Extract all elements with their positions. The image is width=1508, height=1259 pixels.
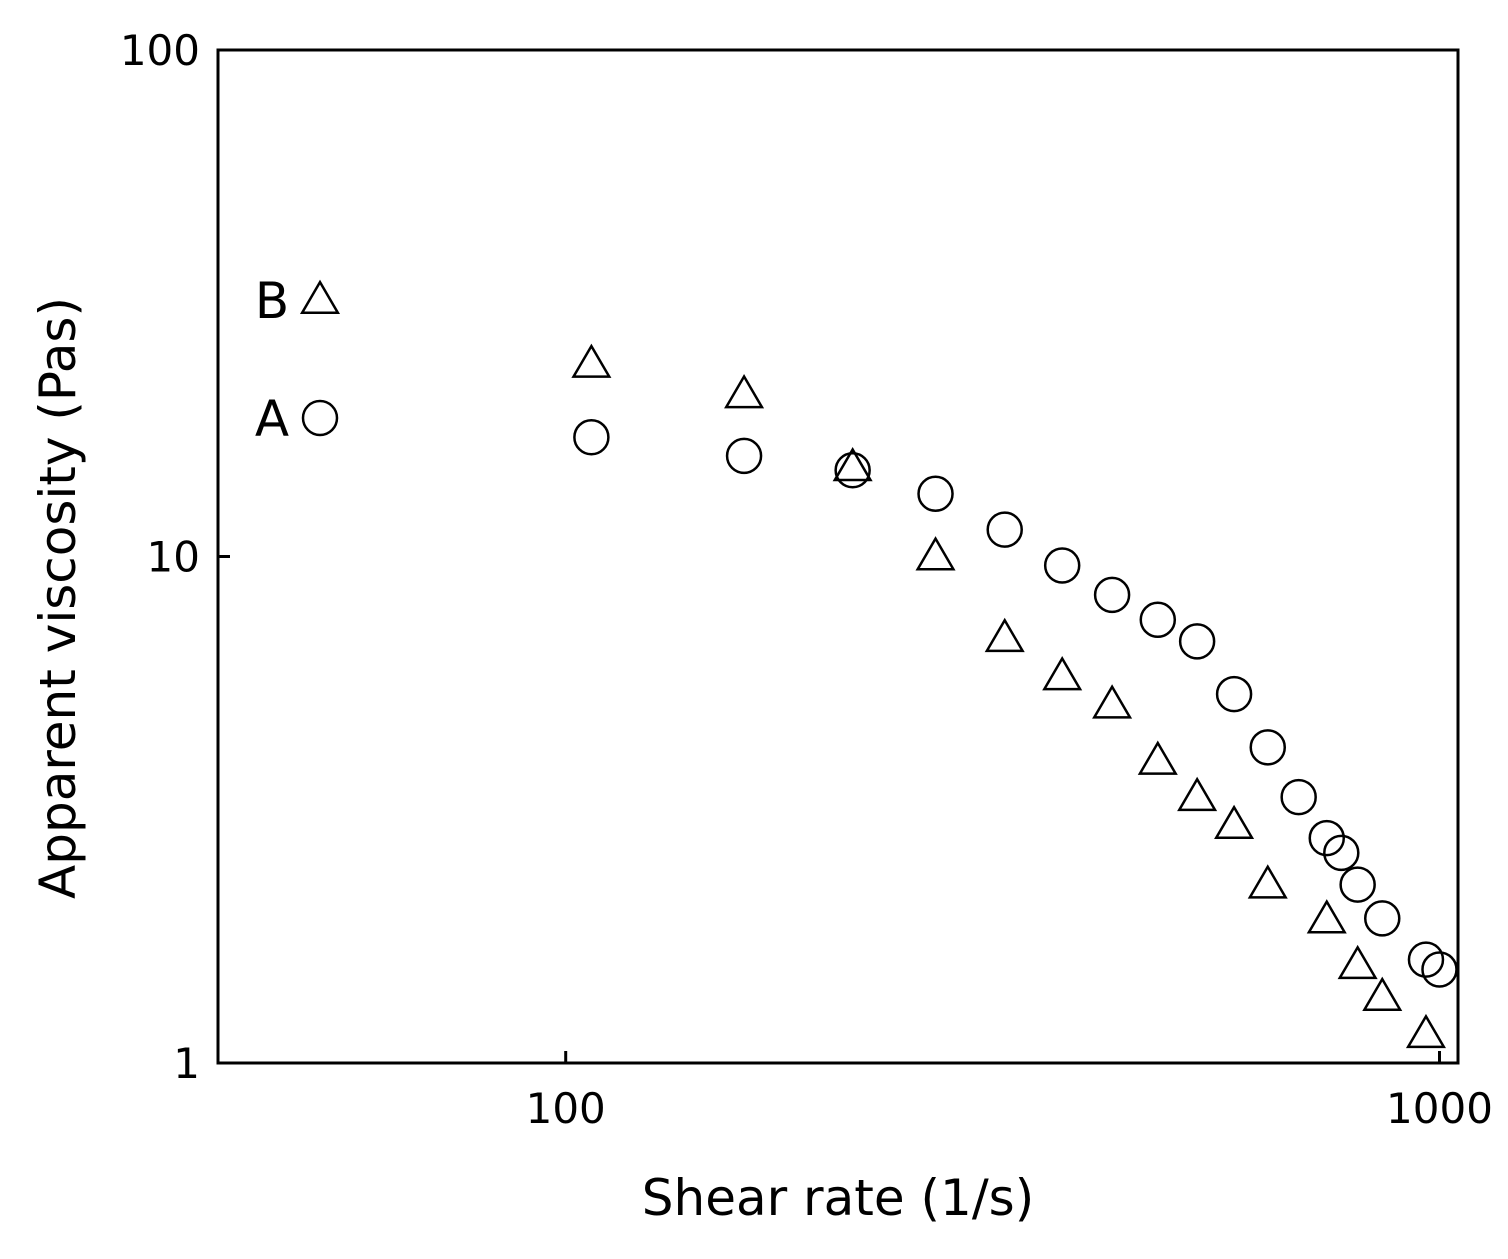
y-tick-label: 10 bbox=[147, 533, 200, 582]
data-point-b bbox=[724, 374, 765, 409]
data-point-b bbox=[1177, 776, 1218, 812]
data-point-a bbox=[1215, 675, 1253, 713]
legend: AB bbox=[255, 272, 341, 448]
data-point-a bbox=[1323, 834, 1360, 872]
data-point-a bbox=[986, 511, 1023, 548]
data-point-a bbox=[1280, 778, 1317, 816]
data-point-a bbox=[1407, 941, 1445, 978]
data-point-b bbox=[1092, 684, 1133, 719]
data-point-a bbox=[1178, 623, 1216, 660]
data-point-a bbox=[1308, 819, 1346, 857]
x-tick-label: 1000 bbox=[1386, 1084, 1493, 1133]
legend-label-b: B bbox=[255, 272, 289, 330]
x-tick-label: 100 bbox=[526, 1084, 606, 1133]
data-point-b bbox=[1137, 740, 1178, 775]
legend-marker-a bbox=[301, 399, 339, 437]
data-point-a bbox=[1043, 547, 1081, 584]
data-point-a bbox=[1364, 900, 1401, 937]
data-point-b bbox=[1362, 976, 1403, 1011]
data-point-a bbox=[725, 437, 763, 475]
y-tick-label: 100 bbox=[120, 26, 200, 75]
y-tick-label: 1 bbox=[173, 1039, 200, 1088]
data-point-a bbox=[1339, 866, 1376, 903]
data-point-b bbox=[1214, 804, 1255, 840]
data-point-b bbox=[571, 343, 612, 378]
data-markers bbox=[571, 343, 1458, 1049]
legend-marker-b bbox=[299, 279, 341, 314]
data-point-b bbox=[1306, 899, 1347, 934]
axis-ticks: 100 1000 1 10 100 bbox=[120, 26, 1493, 1133]
data-point-b bbox=[984, 617, 1025, 653]
data-point-a bbox=[917, 475, 954, 513]
data-point-a bbox=[1139, 601, 1177, 639]
data-point-a bbox=[1421, 951, 1458, 988]
data-point-b bbox=[832, 446, 873, 482]
data-point-b bbox=[1405, 1013, 1446, 1049]
y-axis-title: Apparent viscosity (Pas) bbox=[29, 297, 87, 899]
data-point-a bbox=[1249, 729, 1287, 766]
data-point-a bbox=[1093, 576, 1131, 614]
data-point-b bbox=[915, 536, 956, 571]
x-axis-title: Shear rate (1/s) bbox=[642, 1169, 1034, 1227]
data-point-a bbox=[573, 418, 610, 456]
plot-frame bbox=[216, 48, 1460, 1065]
data-point-a bbox=[834, 452, 871, 489]
legend-label-a: A bbox=[255, 390, 289, 448]
data-point-b bbox=[1247, 864, 1288, 899]
data-point-b bbox=[1337, 944, 1378, 980]
data-point-b bbox=[1042, 655, 1083, 691]
